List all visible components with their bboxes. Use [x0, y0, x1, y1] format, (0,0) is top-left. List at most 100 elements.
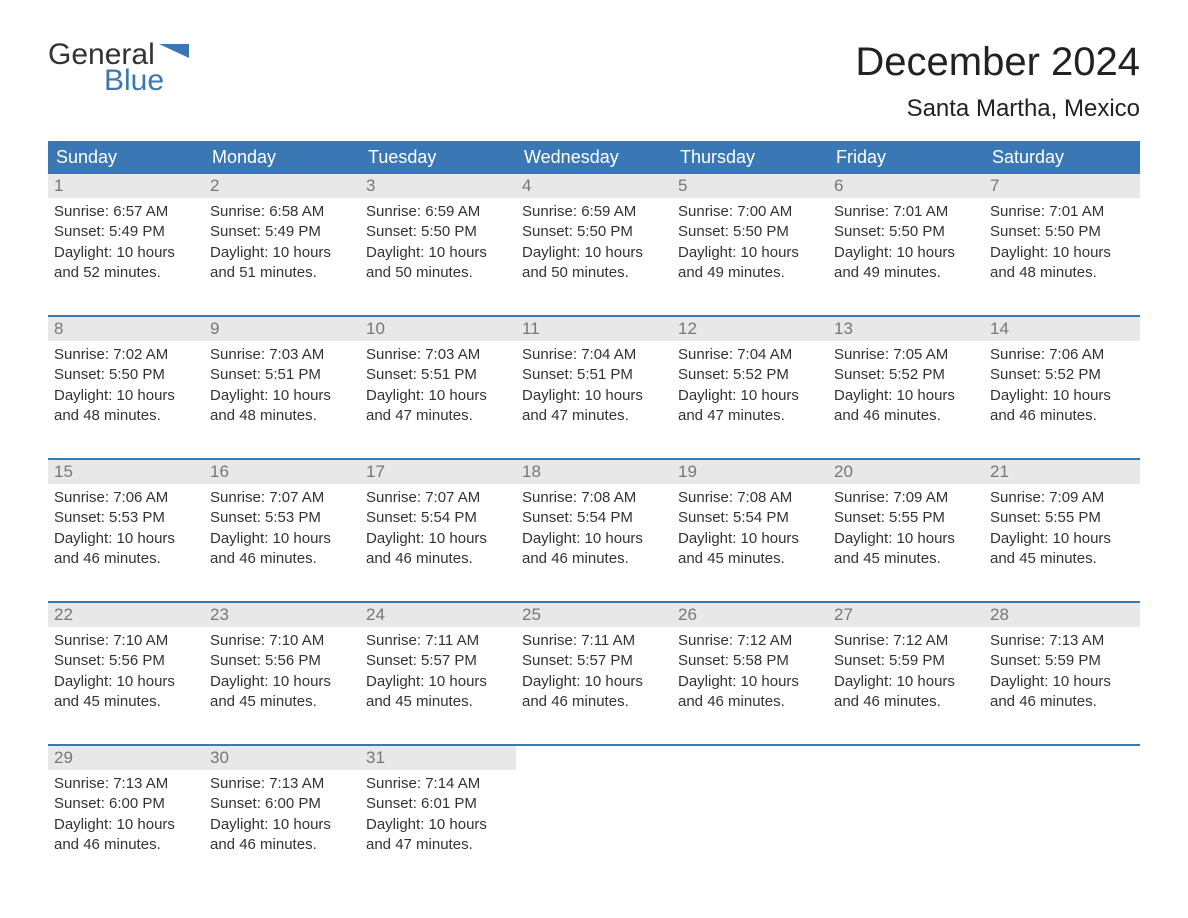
day-body: Sunrise: 7:07 AMSunset: 5:53 PMDaylight:…	[204, 484, 360, 575]
day-sunset: Sunset: 5:52 PM	[834, 365, 978, 385]
day-sunset: Sunset: 5:56 PM	[54, 651, 198, 671]
day-number: 6	[834, 176, 843, 195]
day-body: Sunrise: 7:13 AMSunset: 5:59 PMDaylight:…	[984, 627, 1140, 718]
day-sunset: Sunset: 5:56 PM	[210, 651, 354, 671]
day-number: 13	[834, 319, 853, 338]
day-body: Sunrise: 7:13 AMSunset: 6:00 PMDaylight:…	[204, 770, 360, 861]
day-daylight2: and 50 minutes.	[366, 263, 510, 283]
day-daylight1: Daylight: 10 hours	[834, 672, 978, 692]
day-sunset: Sunset: 5:59 PM	[990, 651, 1134, 671]
day-body: Sunrise: 7:06 AMSunset: 5:53 PMDaylight:…	[48, 484, 204, 575]
calendar-day: 18Sunrise: 7:08 AMSunset: 5:54 PMDayligh…	[516, 460, 672, 575]
day-body: Sunrise: 6:58 AMSunset: 5:49 PMDaylight:…	[204, 198, 360, 289]
day-sunrise: Sunrise: 7:10 AM	[54, 631, 198, 651]
calendar-day: 2 Sunrise: 6:58 AMSunset: 5:49 PMDaylight…	[204, 174, 360, 289]
day-number-row: 14	[984, 317, 1140, 341]
day-number: 24	[366, 605, 385, 624]
title-block: December 2024 Santa Martha, Mexico	[855, 40, 1140, 123]
day-number: 26	[678, 605, 697, 624]
day-sunset: Sunset: 6:01 PM	[366, 794, 510, 814]
day-of-week-header: Sunday Monday Tuesday Wednesday Thursday…	[48, 141, 1140, 174]
day-sunrise: Sunrise: 7:02 AM	[54, 345, 198, 365]
week-row: 22Sunrise: 7:10 AMSunset: 5:56 PMDayligh…	[48, 601, 1140, 718]
day-number-row: 21	[984, 460, 1140, 484]
day-daylight1: Daylight: 10 hours	[366, 529, 510, 549]
day-number-row: 1	[48, 174, 204, 198]
day-number: 2	[210, 176, 219, 195]
calendar-day	[984, 746, 1140, 861]
day-sunrise: Sunrise: 7:08 AM	[522, 488, 666, 508]
day-number-row: 9	[204, 317, 360, 341]
day-daylight2: and 46 minutes.	[834, 692, 978, 712]
calendar-day: 11Sunrise: 7:04 AMSunset: 5:51 PMDayligh…	[516, 317, 672, 432]
day-sunset: Sunset: 5:53 PM	[54, 508, 198, 528]
day-sunrise: Sunrise: 7:14 AM	[366, 774, 510, 794]
day-sunset: Sunset: 5:54 PM	[366, 508, 510, 528]
day-daylight1: Daylight: 10 hours	[210, 529, 354, 549]
calendar-day: 30 Sunrise: 7:13 AMSunset: 6:00 PMDayligh…	[204, 746, 360, 861]
day-daylight1: Daylight: 10 hours	[54, 672, 198, 692]
logo-word2: Blue	[104, 66, 189, 96]
day-number: 30	[210, 748, 229, 767]
day-daylight1: Daylight: 10 hours	[678, 243, 822, 263]
calendar-day: 4Sunrise: 6:59 AMSunset: 5:50 PMDaylight…	[516, 174, 672, 289]
calendar-day	[828, 746, 984, 861]
day-number: 31	[366, 748, 385, 767]
day-daylight1: Daylight: 10 hours	[990, 529, 1134, 549]
header: General Blue December 2024 Santa Martha,…	[48, 40, 1140, 123]
day-daylight2: and 46 minutes.	[990, 406, 1134, 426]
day-number: 11	[522, 319, 540, 338]
day-number: 5	[678, 176, 687, 195]
day-daylight1: Daylight: 10 hours	[366, 386, 510, 406]
day-body: Sunrise: 7:10 AMSunset: 5:56 PMDaylight:…	[48, 627, 204, 718]
day-daylight2: and 45 minutes.	[210, 692, 354, 712]
day-daylight1: Daylight: 10 hours	[834, 386, 978, 406]
calendar-day: 22Sunrise: 7:10 AMSunset: 5:56 PMDayligh…	[48, 603, 204, 718]
day-sunrise: Sunrise: 7:08 AM	[678, 488, 822, 508]
day-number: 12	[678, 319, 697, 338]
day-number-row: 4	[516, 174, 672, 198]
day-sunrise: Sunrise: 7:12 AM	[834, 631, 978, 651]
day-sunrise: Sunrise: 7:01 AM	[990, 202, 1134, 222]
day-number: 16	[210, 462, 229, 481]
day-daylight1: Daylight: 10 hours	[366, 815, 510, 835]
day-number: 1	[54, 176, 63, 195]
calendar-day	[672, 746, 828, 861]
dow-sat: Saturday	[984, 141, 1140, 174]
day-body: Sunrise: 6:59 AMSunset: 5:50 PMDaylight:…	[516, 198, 672, 289]
week-row: 8Sunrise: 7:02 AMSunset: 5:50 PMDaylight…	[48, 315, 1140, 432]
day-sunset: Sunset: 5:49 PM	[54, 222, 198, 242]
day-number-row: 24	[360, 603, 516, 627]
location-label: Santa Martha, Mexico	[855, 95, 1140, 123]
day-number-row: 2	[204, 174, 360, 198]
day-sunrise: Sunrise: 7:13 AM	[54, 774, 198, 794]
day-sunset: Sunset: 5:57 PM	[366, 651, 510, 671]
calendar: Sunday Monday Tuesday Wednesday Thursday…	[48, 141, 1140, 861]
day-number-row: 6	[828, 174, 984, 198]
dow-thu: Thursday	[672, 141, 828, 174]
day-sunrise: Sunrise: 7:06 AM	[990, 345, 1134, 365]
day-number: 8	[54, 319, 63, 338]
day-daylight2: and 46 minutes.	[522, 549, 666, 569]
logo: General Blue	[48, 40, 189, 96]
day-number-row: 11	[516, 317, 672, 341]
day-number-row: 27	[828, 603, 984, 627]
calendar-day: 5Sunrise: 7:00 AMSunset: 5:50 PMDaylight…	[672, 174, 828, 289]
calendar-day: 14Sunrise: 7:06 AMSunset: 5:52 PMDayligh…	[984, 317, 1140, 432]
calendar-day: 9Sunrise: 7:03 AMSunset: 5:51 PMDaylight…	[204, 317, 360, 432]
day-sunset: Sunset: 5:50 PM	[678, 222, 822, 242]
day-sunset: Sunset: 5:51 PM	[366, 365, 510, 385]
day-body: Sunrise: 7:03 AMSunset: 5:51 PMDaylight:…	[204, 341, 360, 432]
calendar-day	[516, 746, 672, 861]
day-sunset: Sunset: 5:55 PM	[834, 508, 978, 528]
calendar-day: 19Sunrise: 7:08 AMSunset: 5:54 PMDayligh…	[672, 460, 828, 575]
day-number-row: 22	[48, 603, 204, 627]
weeks-container: 1Sunrise: 6:57 AMSunset: 5:49 PMDaylight…	[48, 174, 1140, 861]
day-sunrise: Sunrise: 7:03 AM	[210, 345, 354, 365]
day-sunset: Sunset: 5:59 PM	[834, 651, 978, 671]
day-daylight2: and 45 minutes.	[990, 549, 1134, 569]
day-number: 10	[366, 319, 385, 338]
day-body: Sunrise: 7:13 AMSunset: 6:00 PMDaylight:…	[48, 770, 204, 861]
calendar-day: 27 Sunrise: 7:12 AMSunset: 5:59 PMDayligh…	[828, 603, 984, 718]
day-daylight2: and 48 minutes.	[54, 406, 198, 426]
